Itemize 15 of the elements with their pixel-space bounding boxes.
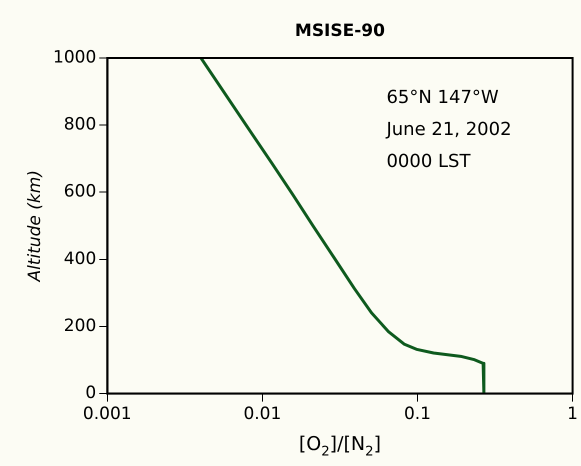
x-tick-label: 0.1 [404, 404, 432, 424]
annotation: 65°N 147°W [386, 87, 499, 108]
x-tick-label: 1 [567, 404, 578, 424]
y-tick-label: 0 [85, 383, 96, 404]
y-tick-label: 1000 [53, 47, 96, 68]
chart-title: MSISE-90 [294, 21, 386, 41]
annotation: 0000 LST [386, 151, 472, 172]
y-tick-label: 600 [64, 182, 96, 202]
x-tick-label: 0.001 [82, 404, 132, 424]
y-tick-label: 400 [64, 248, 96, 269]
y-axis-title: Altitude (km) [25, 170, 45, 283]
y-tick-label: 800 [64, 114, 96, 135]
annotation: June 21, 2002 [385, 119, 512, 140]
y-tick-label: 200 [64, 316, 96, 336]
x-tick-label: 0.01 [243, 404, 282, 424]
